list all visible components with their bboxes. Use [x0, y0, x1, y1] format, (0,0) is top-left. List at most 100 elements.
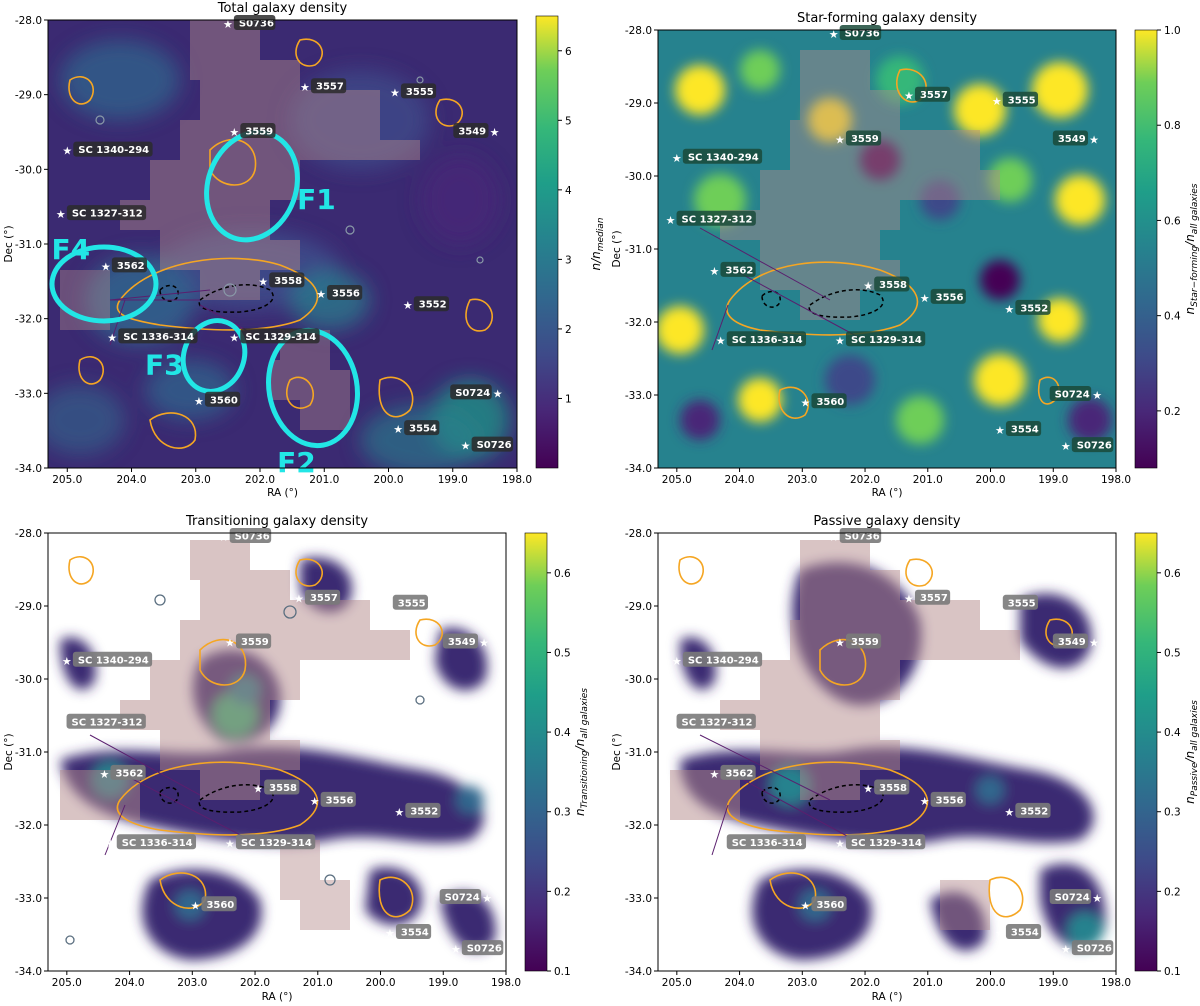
cluster-label-box: [240, 328, 320, 344]
star-marker: ★: [294, 593, 304, 606]
cluster-label-text: 3557: [310, 593, 338, 604]
cluster-label: 3562: [720, 261, 756, 277]
cluster-label: S0724: [1049, 386, 1092, 401]
cluster-label: SC 1329-314: [240, 328, 320, 344]
star-marker: ★: [390, 86, 400, 99]
star-marker: ★: [863, 783, 873, 796]
cluster-label-box: [395, 924, 432, 940]
cluster-label-text: 3556: [326, 795, 354, 806]
star-marker: ★: [835, 134, 845, 147]
y-tick-label: -30.0: [625, 674, 652, 686]
x-tick-label: 198.0: [491, 977, 521, 989]
y-tick-label: -29.0: [625, 601, 652, 613]
x-tick-label: 199.0: [1038, 474, 1068, 486]
cluster-label-text: 3556: [936, 795, 964, 806]
cluster-label: SC 1336-314: [726, 331, 807, 347]
panel-title: Transitioning galaxy density: [185, 514, 368, 529]
cluster-label: S0724: [450, 384, 492, 400]
x-tick-label: 204.0: [725, 977, 755, 989]
x-tick-label: 202.0: [240, 977, 270, 989]
cluster-label-text: S0724: [445, 893, 480, 904]
cluster-label-text: SC 1329-314: [245, 332, 316, 343]
cluster-label-box: [1005, 421, 1042, 437]
cluster-label-box: [914, 589, 951, 605]
star-marker: ★: [904, 593, 914, 606]
star-marker: ★: [479, 637, 489, 650]
colorbar-tick-label: 5: [565, 115, 572, 127]
cluster-label-box: [874, 276, 910, 292]
star-marker: ★: [672, 655, 682, 668]
x-tick-label: 198.0: [502, 474, 532, 486]
colorbar-tick-label: 0.6: [1164, 215, 1181, 227]
colorbar-label: nStar−forming/nall galaxies: [1183, 183, 1200, 314]
cluster-label-text: 3555: [1008, 95, 1036, 106]
cluster-label-text: 3552: [410, 806, 438, 817]
star-marker: ★: [835, 637, 845, 650]
x-tick-label: 205.0: [52, 474, 82, 486]
cluster-label: 3557: [304, 589, 341, 605]
cluster-label: SC 1327-312: [676, 210, 756, 226]
cluster-label-box: [1049, 889, 1092, 904]
cluster-label-box: [839, 25, 882, 40]
cluster-label-text: 3552: [419, 300, 447, 311]
cluster-label-text: 3556: [936, 292, 964, 303]
cluster-label-text: 3555: [406, 87, 434, 98]
star-marker: ★: [194, 395, 204, 408]
colorbar-tick-label: 0.6: [1164, 568, 1181, 580]
x-tick-label: 198.0: [1101, 977, 1131, 989]
cluster-label-text: 3557: [920, 90, 948, 101]
cluster-label-box: [682, 651, 763, 667]
cluster-label-text: 3562: [115, 768, 143, 779]
cluster-label: 3562: [110, 764, 146, 780]
cluster-label-text: S0736: [235, 532, 270, 543]
cluster-label-text: S0736: [845, 29, 880, 40]
cluster-label-box: [240, 123, 276, 138]
cluster-label-text: 3558: [879, 280, 907, 291]
colorbar-tick-label: 2: [565, 324, 572, 336]
cluster-label: 3549: [1052, 633, 1089, 649]
cluster-label-text: SC 1327-312: [682, 214, 753, 225]
cluster-label-text: 3559: [241, 637, 269, 648]
x-tick-label: 199.0: [1038, 977, 1068, 989]
cluster-label-box: [930, 288, 966, 304]
cluster-label: 3552: [1015, 299, 1051, 315]
cluster-label-text: 3555: [398, 598, 426, 609]
star-marker: ★: [710, 768, 720, 781]
cluster-label: S0736: [229, 528, 272, 543]
cluster-label: 3560: [201, 896, 237, 912]
cluster-label-box: [400, 83, 437, 99]
cluster-label: 3552: [1015, 802, 1051, 818]
star-marker: ★: [225, 637, 235, 650]
star-marker: ★: [710, 265, 720, 278]
colorbar: [1134, 29, 1158, 469]
cluster-label-box: [811, 896, 847, 912]
cluster-label-box: [392, 594, 428, 610]
cluster-label-box: [720, 261, 756, 277]
cluster-label: S0726: [1071, 437, 1114, 453]
cluster-label: SC 1329-314: [845, 834, 926, 850]
cluster-label-box: [1071, 940, 1114, 956]
star-marker: ★: [106, 837, 116, 850]
star-marker: ★: [62, 145, 72, 158]
cluster-label: SC 1327-312: [66, 713, 146, 729]
cluster-label-text: 3549: [1058, 134, 1086, 145]
cluster-label-text: SC 1327-312: [72, 209, 143, 220]
cluster-label: S0736: [839, 528, 882, 543]
star-marker: ★: [1061, 943, 1071, 956]
cluster-label-text: 3557: [920, 593, 948, 604]
cluster-label-box: [726, 331, 807, 347]
cluster-label-box: [72, 651, 153, 667]
star-marker: ★: [316, 288, 326, 301]
star-marker: ★: [666, 717, 676, 730]
cluster-label-text: 3559: [851, 134, 879, 145]
cluster-label-box: [676, 713, 756, 729]
cluster-label: S0726: [471, 436, 514, 452]
star-marker: ★: [1089, 134, 1099, 147]
cluster-label-text: S0726: [1077, 944, 1112, 955]
cluster-label-text: SC 1340-294: [688, 655, 759, 666]
cluster-label-box: [439, 889, 482, 904]
colorbar-tick-label: 3: [565, 254, 572, 266]
cluster-label-box: [1052, 633, 1089, 649]
y-tick-label: -32.0: [625, 317, 652, 329]
y-tick-label: -31.0: [625, 244, 652, 256]
